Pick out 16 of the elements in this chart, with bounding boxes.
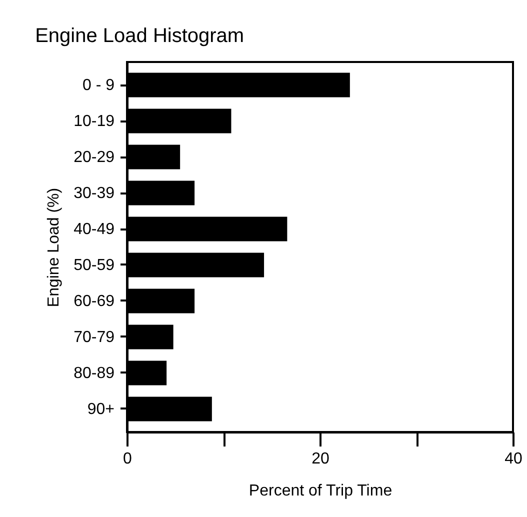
y-tick-label: 90+ — [87, 400, 114, 418]
y-tick-label: 40-49 — [74, 221, 115, 238]
y-tick-label: 10-19 — [74, 113, 115, 130]
y-tick-label: 80-89 — [74, 364, 115, 382]
x-tick-label: 20 — [312, 450, 330, 468]
x-axis-title: Percent of Trip Time — [248, 482, 392, 500]
x-tick-label: 0 — [123, 450, 132, 468]
chart-title: Engine Load Histogram — [35, 25, 244, 47]
y-tick-label: 30-39 — [74, 185, 115, 202]
y-tick-label: 50-59 — [74, 256, 115, 274]
y-tick-label: 0 - 9 — [82, 77, 115, 94]
y-tick-label: 70-79 — [74, 328, 115, 346]
x-tick-label: 40 — [504, 450, 522, 468]
y-tick-label: 20-29 — [74, 149, 115, 166]
y-tick-label: 60-69 — [74, 292, 115, 310]
y-axis-title: Engine Load (%) — [46, 188, 63, 308]
